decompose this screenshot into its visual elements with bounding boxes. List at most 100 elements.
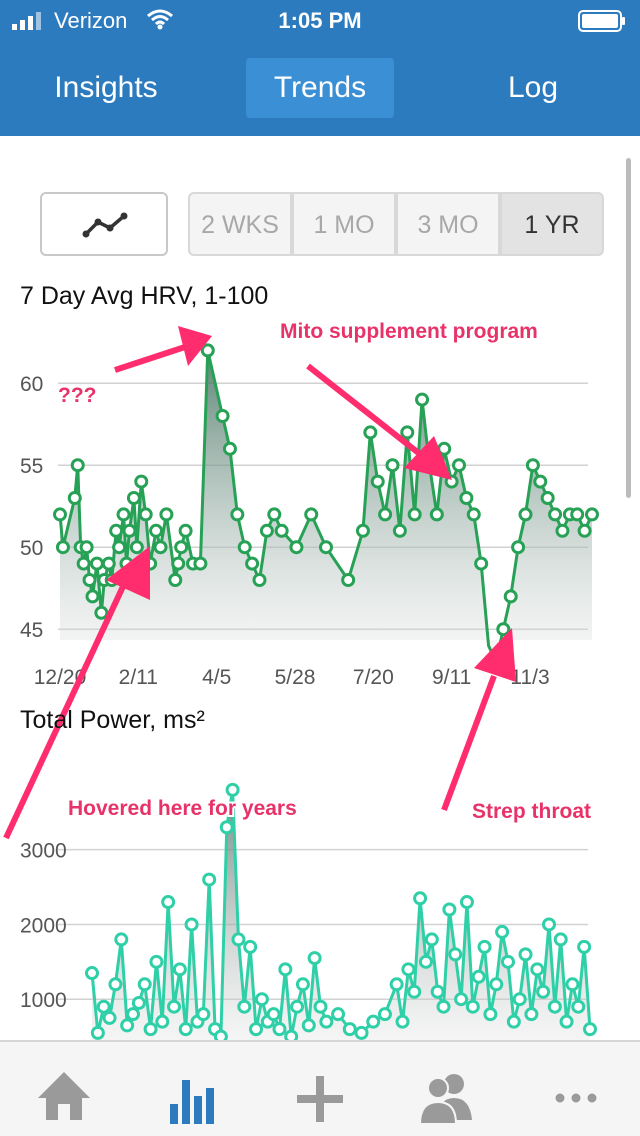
data-point — [155, 1014, 170, 1029]
data-point — [342, 1022, 357, 1037]
data-point — [363, 425, 378, 440]
data-point — [116, 507, 131, 522]
arrowhead-question — [178, 326, 212, 366]
data-point — [134, 474, 149, 489]
data-point — [341, 573, 356, 587]
data-point — [267, 507, 282, 522]
data-point — [500, 954, 515, 969]
data-point — [168, 573, 183, 587]
data-point — [70, 458, 85, 473]
data-point — [137, 977, 152, 992]
data-point — [225, 782, 240, 797]
data-point — [266, 1007, 281, 1022]
data-point — [259, 523, 274, 538]
data-point — [378, 507, 393, 522]
data-point — [366, 1014, 381, 1029]
y-tick-label: 1000 — [20, 989, 67, 1012]
y-tick-label: 2000 — [20, 914, 67, 937]
annotation-hover: Hovered here for years — [68, 797, 297, 820]
data-point — [377, 1007, 392, 1022]
data-point — [392, 523, 407, 538]
data-point — [496, 622, 511, 637]
data-point — [570, 507, 585, 522]
data-point — [407, 984, 422, 999]
hrv-chart-title: 7 Day Avg HRV, 1-100 — [20, 282, 269, 310]
data-point — [466, 507, 481, 522]
x-tick-label: 11/3 — [510, 666, 549, 689]
data-point — [178, 523, 193, 538]
range-1-year[interactable]: 1 YR — [500, 192, 604, 256]
data-point — [304, 507, 319, 522]
chart-type-toggle[interactable] — [40, 192, 168, 256]
power-chart-title: Total Power, ms² — [20, 706, 205, 734]
wifi-icon — [147, 9, 173, 30]
x-tick-label: 2/11 — [119, 666, 158, 689]
home-icon[interactable] — [34, 1068, 94, 1128]
tab-log[interactable]: Log — [507, 71, 559, 104]
data-point — [548, 507, 563, 522]
data-point — [413, 891, 428, 906]
data-point — [559, 1014, 574, 1029]
data-point — [536, 984, 551, 999]
data-point — [313, 999, 328, 1014]
data-point — [331, 1007, 346, 1022]
data-point — [465, 999, 480, 1014]
area-fill — [92, 789, 590, 1040]
data-point — [230, 507, 245, 522]
data-point — [215, 409, 230, 423]
range-1-month[interactable]: 1 MO — [292, 192, 396, 256]
carrier-label: Verizon — [54, 8, 128, 33]
header-bar: Verizon 1:05 PM Insights Trends Log — [0, 0, 640, 136]
data-point — [254, 992, 269, 1007]
data-point — [448, 947, 463, 962]
data-point — [436, 999, 451, 1014]
line-chart-icon — [82, 212, 128, 238]
data-point — [571, 999, 586, 1014]
data-point — [389, 977, 404, 992]
range-3-months[interactable]: 3 MO — [396, 192, 500, 256]
y-tick-label: 60 — [20, 373, 43, 396]
annotation-mito: Mito supplement program — [280, 320, 538, 343]
data-point — [237, 540, 252, 555]
data-point — [149, 954, 164, 969]
annotation-layer: ??? Mito supplement program Hovered here… — [3, 318, 593, 840]
bar-chart-icon[interactable] — [162, 1068, 222, 1128]
more-icon[interactable] — [546, 1068, 606, 1128]
arrowhead-hover — [106, 546, 150, 600]
data-point — [252, 573, 267, 587]
people-icon[interactable] — [416, 1068, 476, 1128]
data-point — [245, 556, 260, 571]
data-point — [67, 491, 82, 505]
data-point — [85, 589, 100, 604]
data-point — [370, 474, 385, 489]
plus-icon[interactable] — [290, 1068, 350, 1128]
scrollbar[interactable] — [626, 158, 631, 498]
data-point — [540, 491, 555, 505]
data-point — [53, 507, 67, 522]
data-point — [129, 540, 144, 555]
data-point — [295, 977, 310, 992]
data-point — [518, 947, 533, 962]
data-point — [429, 507, 444, 522]
data-point — [55, 540, 70, 555]
data-point — [149, 523, 164, 538]
data-point — [237, 999, 252, 1014]
data-point — [161, 895, 176, 910]
annotation-question: ??? — [58, 384, 96, 407]
arrow-question — [114, 343, 189, 373]
bottom-nav — [0, 1040, 640, 1136]
tab-insights[interactable]: Insights — [54, 71, 158, 104]
data-point — [278, 962, 293, 977]
series-line — [90, 789, 592, 1040]
data-point — [112, 540, 127, 555]
data-point — [143, 1022, 158, 1037]
data-point — [89, 556, 104, 571]
range-2-weeks[interactable]: 2 WKS — [188, 192, 292, 256]
tab-trends[interactable]: Trends — [246, 58, 394, 118]
data-point — [200, 343, 215, 358]
x-tick-label: 9/11 — [432, 666, 471, 689]
data-point — [231, 932, 246, 947]
data-point — [85, 966, 99, 981]
data-point — [495, 924, 510, 939]
data-point — [184, 917, 199, 932]
